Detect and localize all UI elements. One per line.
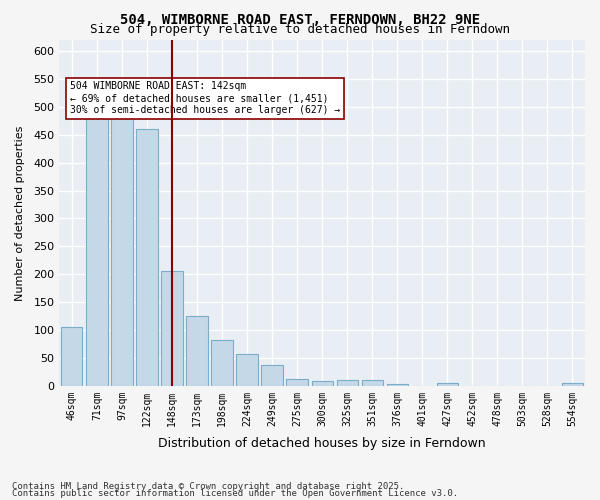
Bar: [337, 380, 358, 386]
Bar: [161, 272, 182, 386]
Bar: [262, 364, 283, 386]
Text: Contains public sector information licensed under the Open Government Licence v3: Contains public sector information licen…: [12, 488, 458, 498]
Y-axis label: Number of detached properties: Number of detached properties: [15, 125, 25, 300]
Bar: [61, 327, 82, 386]
Bar: [386, 384, 408, 386]
Bar: [86, 112, 107, 386]
Bar: [286, 378, 308, 386]
Text: 504 WIMBORNE ROAD EAST: 142sqm
← 69% of detached houses are smaller (1,451)
30% : 504 WIMBORNE ROAD EAST: 142sqm ← 69% of …: [70, 82, 340, 114]
Bar: [211, 340, 233, 386]
Text: Contains HM Land Registry data © Crown copyright and database right 2025.: Contains HM Land Registry data © Crown c…: [12, 482, 404, 491]
Bar: [362, 380, 383, 386]
Text: Size of property relative to detached houses in Ferndown: Size of property relative to detached ho…: [90, 22, 510, 36]
Bar: [111, 112, 133, 386]
Bar: [187, 316, 208, 386]
Bar: [437, 383, 458, 386]
Bar: [136, 129, 158, 386]
Text: 504, WIMBORNE ROAD EAST, FERNDOWN, BH22 9NE: 504, WIMBORNE ROAD EAST, FERNDOWN, BH22 …: [120, 12, 480, 26]
Bar: [311, 382, 333, 386]
X-axis label: Distribution of detached houses by size in Ferndown: Distribution of detached houses by size …: [158, 437, 486, 450]
Bar: [562, 383, 583, 386]
Bar: [236, 354, 258, 386]
